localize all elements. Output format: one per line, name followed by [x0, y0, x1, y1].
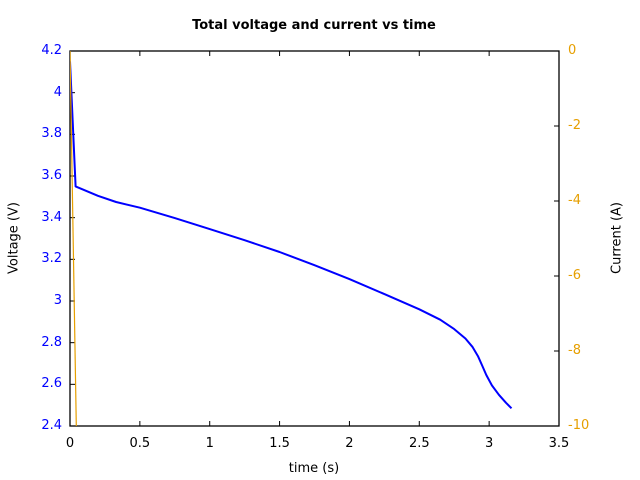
left-y-axis-label: Voltage (V)	[6, 202, 22, 274]
right-y-tick-label: -6	[568, 268, 581, 283]
right-y-tick-label: -2	[568, 118, 581, 133]
left-y-tick-label: 3	[53, 293, 62, 308]
axes-frame	[69, 50, 560, 427]
x-tick-label: 3.5	[548, 436, 570, 451]
chart-title: Total voltage and current vs time	[192, 18, 436, 33]
left-y-tick-label: 4	[53, 84, 62, 100]
x-tick-label: 0.5	[129, 436, 151, 451]
left-y-tick-label: 4.2	[41, 43, 62, 58]
left-y-tick-label: 2.6	[41, 376, 62, 392]
x-axis-label: time (s)	[288, 461, 340, 476]
left-y-tick-label: 3.4	[41, 209, 62, 225]
voltage-line	[70, 61, 513, 410]
current-line	[70, 51, 77, 426]
left-y-tick-label: 3.2	[41, 251, 62, 267]
left-y-tick-label: 2.4	[41, 418, 62, 433]
right-y-tick-label: -4	[568, 193, 581, 208]
x-tick-label: 2	[345, 436, 354, 451]
x-tick-label: 0	[65, 436, 75, 451]
right-y-tick-label: 0	[568, 43, 577, 58]
x-tick-label: 2.5	[408, 436, 430, 451]
x-tick-label: 1.5	[269, 436, 290, 451]
right-y-tick-label: -10	[568, 418, 590, 433]
left-y-tick-label: 3.8	[41, 126, 62, 142]
x-tick-label: 1	[205, 436, 214, 451]
data-series	[70, 51, 513, 426]
left-y-tick-label: 3.6	[41, 168, 62, 183]
right-y-tick-label: -8	[568, 343, 581, 358]
left-y-tick-label: 2.8	[41, 334, 62, 350]
right-y-axis-label: Current (A)	[609, 202, 625, 274]
x-tick-label: 3	[485, 436, 494, 451]
